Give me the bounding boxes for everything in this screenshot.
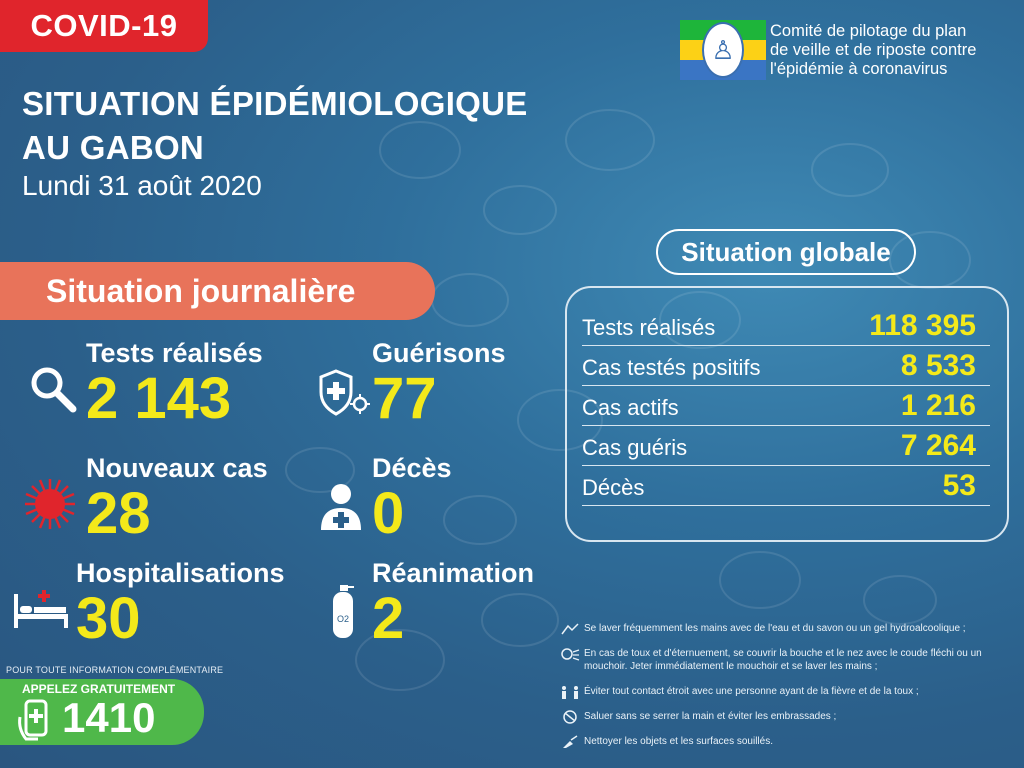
- globale-row: Cas guéris 7 264: [582, 426, 990, 466]
- nouveaux-cas-value: 28: [86, 481, 151, 546]
- title-line-1: SITUATION ÉPIDÉMIOLOGIQUE: [22, 85, 528, 122]
- info-caption: POUR TOUTE INFORMATION COMPLÉMENTAIRE: [6, 665, 224, 675]
- hotline-box: APPELEZ GRATUITEMENT 1410: [0, 679, 204, 745]
- advice-item: Saluer sans se serrer la main et éviter …: [560, 710, 1020, 724]
- globale-row: Tests réalisés 118 395: [582, 306, 990, 346]
- handwash-icon: [561, 623, 579, 635]
- phone-hand-icon: [18, 699, 48, 741]
- page-title: SITUATION ÉPIDÉMIOLOGIQUE AU GABON: [22, 82, 528, 170]
- globale-row-label: Cas actifs: [582, 395, 679, 420]
- globale-row-value: 1 216: [900, 389, 976, 422]
- globale-row-value: 53: [942, 469, 976, 502]
- magnifier-icon: [31, 367, 77, 413]
- situation-globale-title: Situation globale: [656, 229, 916, 275]
- hospitalisations-label: Hospitalisations: [76, 558, 285, 588]
- svg-text:O2: O2: [337, 614, 349, 624]
- hospitalisations-value: 30: [76, 586, 141, 651]
- oxygen-tank-icon: O2: [333, 585, 354, 638]
- person-cross-icon: [321, 484, 361, 530]
- hospital-bed-icon: [14, 590, 68, 628]
- committee-name: Comité de pilotage du plan de veille et …: [770, 22, 977, 78]
- advice-item: Nettoyer les objets et les surfaces soui…: [560, 735, 1020, 749]
- title-line-2: AU GABON: [22, 129, 205, 166]
- globale-row-label: Cas testés positifs: [582, 355, 761, 380]
- virus-icon: [25, 479, 75, 529]
- reanimation-label: Réanimation: [372, 558, 535, 588]
- globale-row-label: Tests réalisés: [582, 315, 716, 340]
- advice-item: Éviter tout contact étroit avec une pers…: [560, 685, 1020, 699]
- globale-row-value: 118 395: [869, 309, 976, 342]
- cleaning-icon: [563, 735, 578, 748]
- nouveaux-cas-label: Nouveaux cas: [86, 453, 268, 483]
- guerisons-value: 77: [372, 366, 437, 431]
- globale-row-value: 8 533: [900, 349, 976, 382]
- tests-label: Tests réalisés: [86, 338, 263, 368]
- cough-icon: [561, 648, 580, 661]
- advice-item: Se laver fréquemment les mains avec de l…: [560, 622, 1020, 636]
- globale-row: Décès 53: [582, 466, 990, 506]
- reanimation-value: 2: [372, 586, 405, 651]
- shield-virus-icon: [319, 369, 370, 416]
- hotline-number: 1410: [62, 694, 156, 741]
- situation-globale-box: [565, 286, 1009, 542]
- advice-item: En cas de toux et d'éternuement, se couv…: [560, 647, 1020, 673]
- globale-row-value: 7 264: [900, 429, 976, 462]
- deces-value: 0: [372, 481, 405, 546]
- globale-row-label: Cas guéris: [582, 435, 688, 460]
- situation-journaliere-banner: Situation journalière: [0, 262, 435, 320]
- covid-19-tag: COVID-19: [0, 0, 208, 52]
- globale-row: Cas testés positifs 8 533: [582, 346, 990, 386]
- tests-value: 2 143: [86, 366, 232, 431]
- republic-seal-icon: ♙: [702, 22, 744, 78]
- no-handshake-icon: [563, 710, 577, 724]
- report-date: Lundi 31 août 2020: [22, 170, 262, 201]
- deces-label: Décès: [372, 453, 452, 483]
- distance-icon: [562, 686, 578, 699]
- globale-row: Cas actifs 1 216: [582, 386, 990, 426]
- call-label: APPELEZ GRATUITEMENT: [22, 682, 176, 696]
- gabon-flag-logo: ♙: [680, 20, 766, 80]
- globale-row-label: Décès: [582, 475, 645, 500]
- guerisons-label: Guérisons: [372, 338, 506, 368]
